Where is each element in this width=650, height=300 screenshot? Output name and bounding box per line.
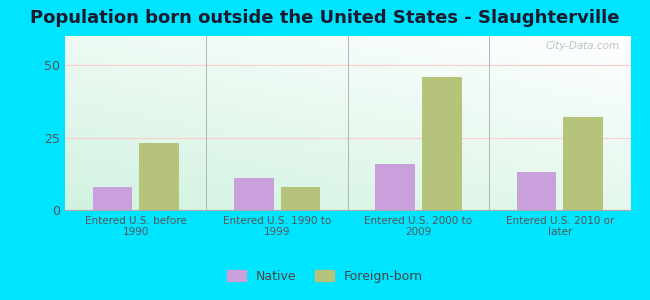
Bar	[139, 143, 179, 210]
Bar	[517, 172, 556, 210]
Bar	[234, 178, 274, 210]
Bar	[564, 117, 603, 210]
Text: City-Data.com: City-Data.com	[545, 41, 619, 51]
Text: Population born outside the United States - Slaughterville: Population born outside the United State…	[31, 9, 619, 27]
Bar	[422, 76, 462, 210]
Bar	[281, 187, 320, 210]
Legend: Native, Foreign-born: Native, Foreign-born	[222, 265, 428, 288]
Bar	[375, 164, 415, 210]
Bar	[92, 187, 132, 210]
